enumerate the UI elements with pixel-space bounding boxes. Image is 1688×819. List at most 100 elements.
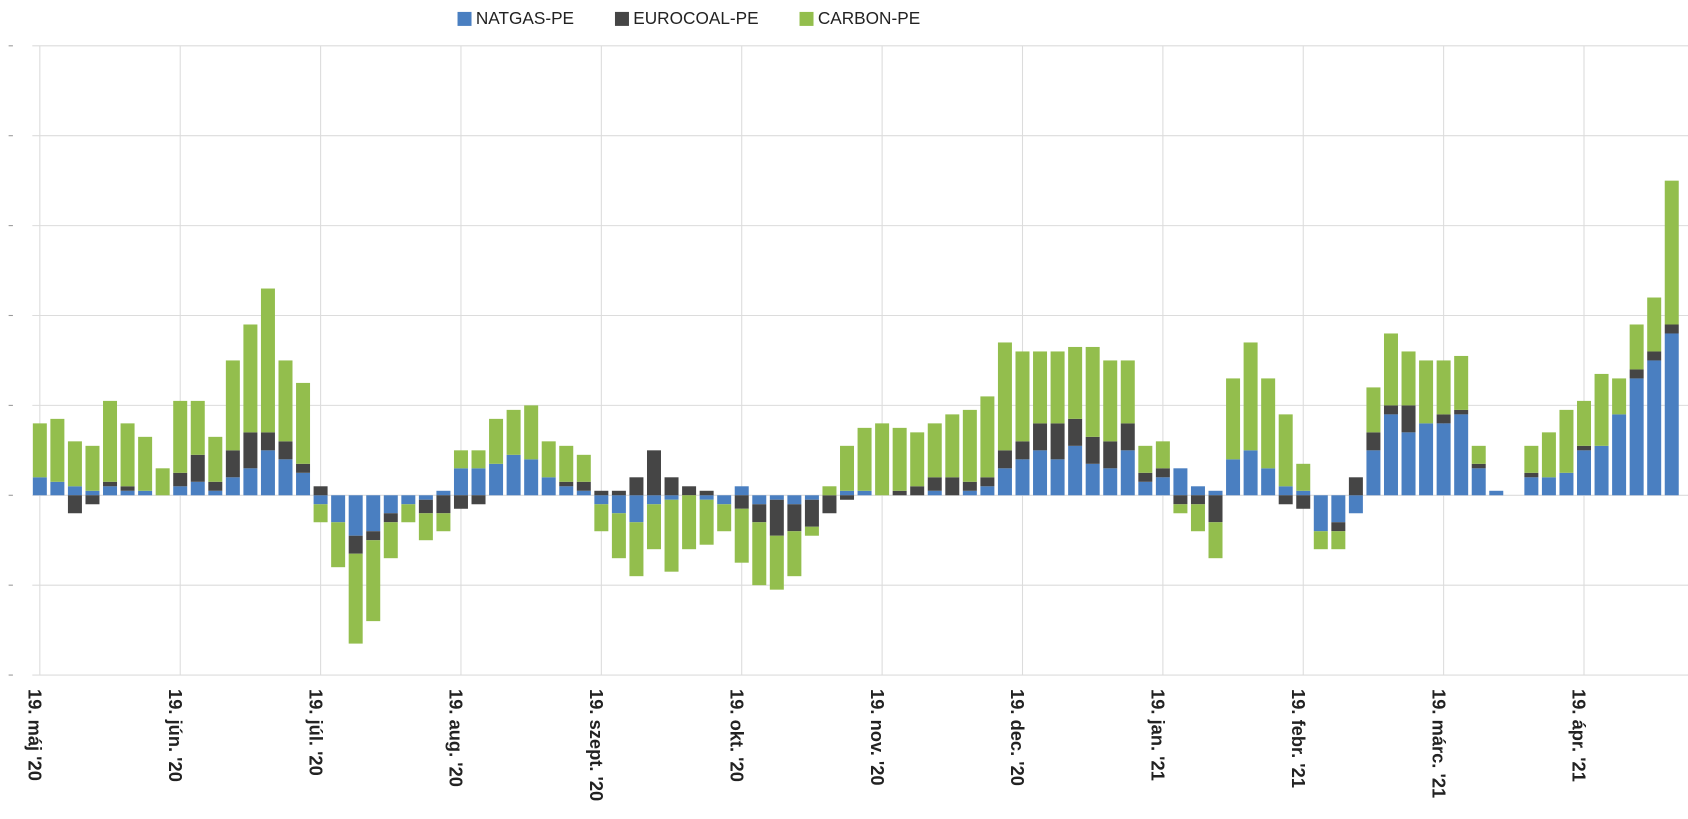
bar-segment: [1436, 414, 1451, 424]
bar-segment: [1173, 504, 1188, 514]
bar-segment: [822, 495, 837, 514]
bar-segment: [1155, 468, 1170, 478]
bar-segment: [1454, 414, 1469, 496]
bar-segment: [506, 454, 521, 496]
bar-segment: [1015, 441, 1030, 460]
bar-segment: [1383, 333, 1398, 406]
bar-segment: [50, 418, 65, 482]
bar-segment: [997, 468, 1012, 496]
bar-segment: [50, 481, 65, 496]
x-tick-label: 19. dec. '20: [1007, 689, 1028, 786]
bar-segment: [1190, 495, 1205, 505]
bar-segment: [822, 486, 837, 496]
bar-segment: [243, 468, 258, 496]
bar-segment: [366, 540, 381, 622]
bar-segment: [997, 450, 1012, 469]
bar-segment: [331, 495, 346, 523]
bar-segment: [1278, 495, 1293, 505]
bar-segment: [1401, 405, 1416, 433]
bar-segment: [278, 441, 293, 460]
bar-segment: [1296, 490, 1311, 496]
bar-segment: [1612, 378, 1627, 415]
x-tick-label: 19. aug. '20: [446, 689, 467, 787]
bar-segment: [120, 490, 135, 496]
bar-segment: [120, 423, 135, 487]
bar-segment: [646, 504, 661, 550]
bar-segment: [296, 472, 311, 496]
bar-segment: [594, 495, 609, 505]
bar-segment: [436, 495, 451, 514]
bar-segment: [594, 490, 609, 496]
bar-segment: [1296, 463, 1311, 491]
bar-segment: [1050, 351, 1065, 424]
legend-swatch: [614, 11, 629, 26]
bar-segment: [260, 450, 275, 496]
bar-segment: [489, 463, 504, 496]
bar-segment: [1524, 445, 1539, 473]
bar-segment: [1085, 463, 1100, 496]
bar-segment: [1348, 477, 1363, 496]
bar-segment: [629, 495, 644, 523]
bar-segment: [190, 400, 205, 455]
bar-segment: [1594, 373, 1609, 446]
bar-segment: [734, 508, 749, 563]
bar-segment: [962, 490, 977, 496]
bar-segment: [1577, 445, 1592, 451]
bar-segment: [1226, 459, 1241, 496]
bar-segment: [1419, 423, 1434, 496]
bar-segment: [717, 495, 732, 505]
bar-segment: [611, 513, 626, 559]
x-tick-label: 19. jún. '20: [165, 689, 186, 782]
x-tick-label: 19. márc. '21: [1428, 689, 1449, 798]
bar-segment: [208, 436, 223, 482]
bar-segment: [401, 495, 416, 505]
x-tick-label: 19. nov. '20: [867, 689, 888, 786]
bar-segment: [997, 342, 1012, 451]
bar-segment: [489, 418, 504, 464]
bar-segment: [576, 490, 591, 496]
bar-segment: [1436, 423, 1451, 496]
bar-segment: [1120, 450, 1135, 496]
bar-segment: [699, 490, 714, 496]
bar-segment: [1155, 477, 1170, 496]
bar-segment: [769, 499, 784, 536]
bar-segment: [1155, 441, 1170, 469]
x-tick-label: 19. okt. '20: [726, 689, 747, 782]
bar-segment: [787, 504, 802, 532]
bar-segment: [1278, 486, 1293, 496]
bar-segment: [857, 427, 872, 491]
bar-segment: [103, 486, 118, 496]
bar-segment: [611, 495, 626, 514]
bar-segment: [120, 486, 135, 491]
x-tick-label: 19. ápr. '21: [1569, 689, 1590, 782]
bar-segment: [471, 495, 486, 505]
legend-swatch: [457, 11, 472, 26]
bar-segment: [67, 441, 82, 487]
bar-segment: [383, 513, 398, 523]
bar-segment: [892, 490, 907, 496]
bar-segment: [1612, 414, 1627, 496]
bar-segment: [1471, 468, 1486, 496]
bar-segment: [734, 495, 749, 509]
bar-segment: [1577, 400, 1592, 446]
bar-segment: [1296, 495, 1311, 509]
x-tick-label: 19. júl. '20: [305, 689, 326, 776]
bar-segment: [453, 495, 468, 509]
bar-segment: [1138, 481, 1153, 496]
bar-segment: [541, 477, 556, 496]
bar-segment: [383, 522, 398, 559]
bar-segment: [366, 531, 381, 541]
bar-segment: [699, 499, 714, 545]
bar-segment: [1629, 378, 1644, 496]
bar-segment: [348, 535, 363, 554]
bar-segment: [1085, 346, 1100, 437]
legend-item: NATGAS-PE: [457, 8, 574, 28]
bar-segment: [1033, 351, 1048, 424]
bar-segment: [594, 504, 609, 532]
bar-segment: [1173, 495, 1188, 505]
bar-segment: [173, 472, 188, 487]
bar-segment: [611, 490, 626, 496]
bar-segment: [225, 360, 240, 451]
bar-segment: [296, 463, 311, 473]
